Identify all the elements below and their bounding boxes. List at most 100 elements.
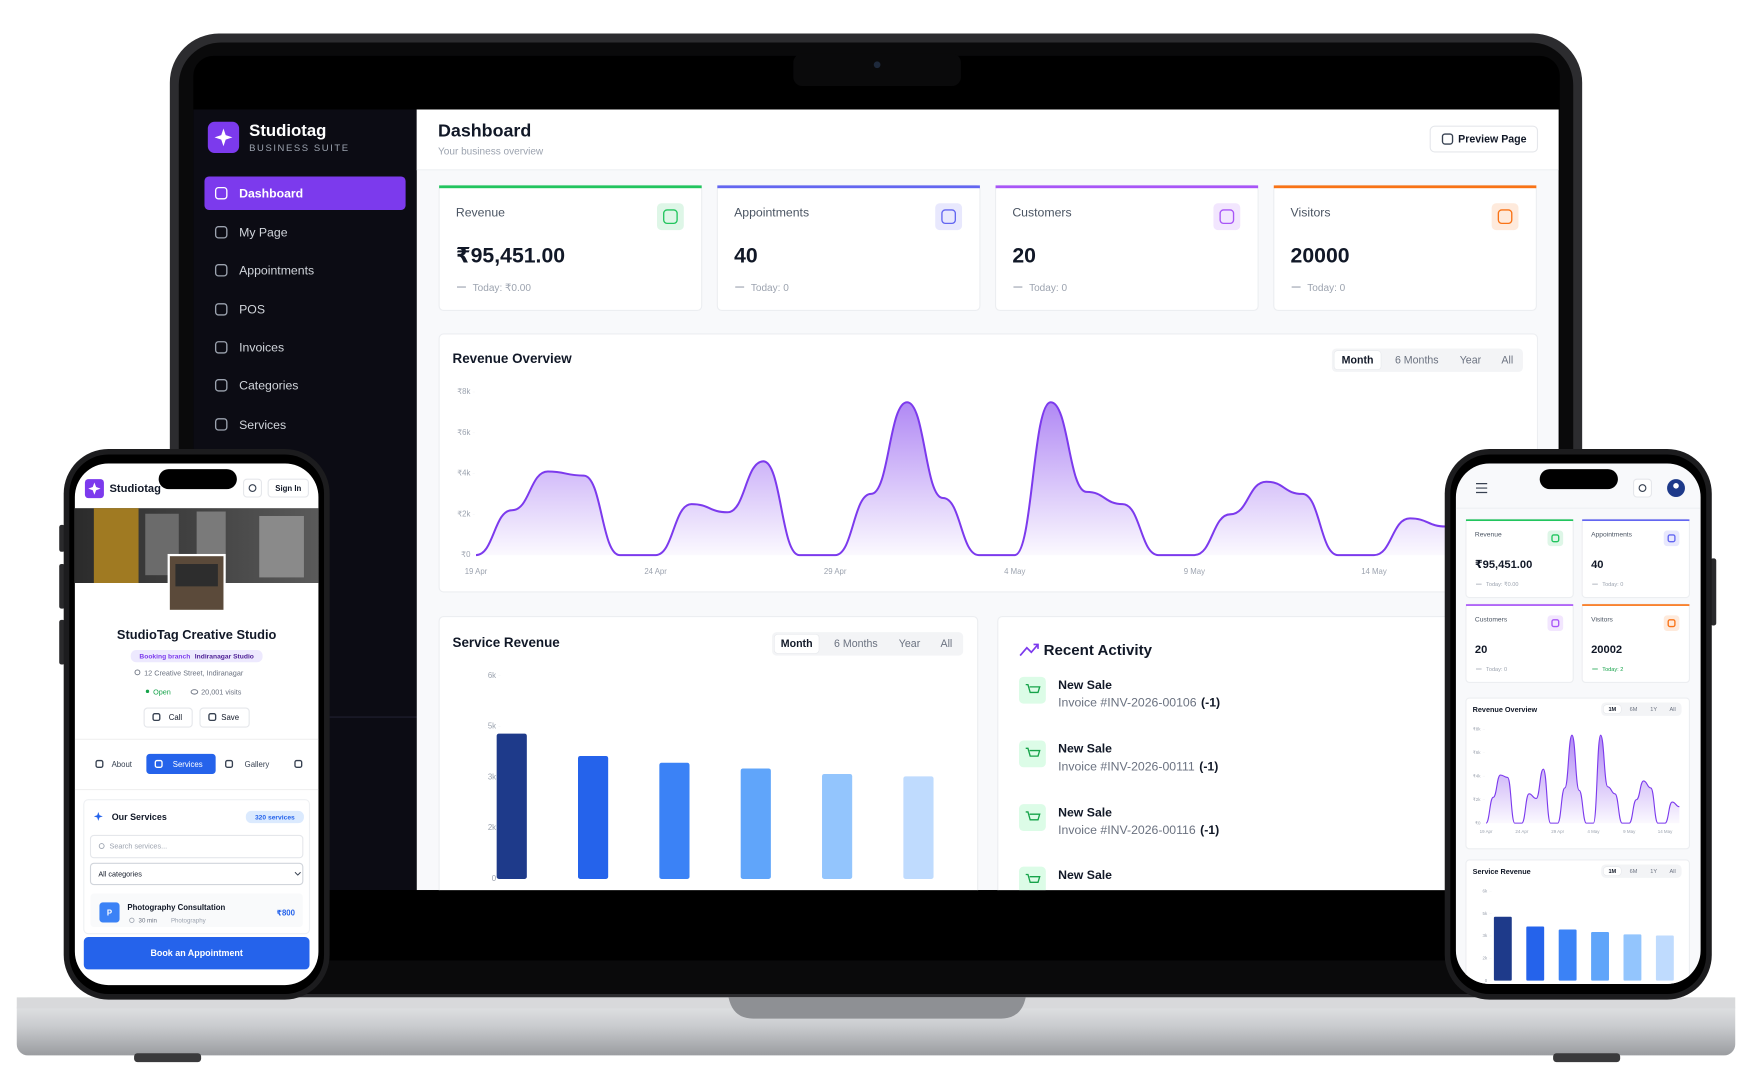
avatar-initial: P xyxy=(107,909,112,918)
chart-title: Revenue Overview xyxy=(1473,705,1538,714)
bar xyxy=(822,773,853,879)
range-option[interactable]: 1Y xyxy=(1650,869,1657,875)
category-select[interactable] xyxy=(89,862,304,886)
range-option[interactable]: All xyxy=(1670,869,1676,875)
icon xyxy=(214,186,228,200)
range-option[interactable]: Month xyxy=(781,638,813,650)
icon xyxy=(941,209,957,225)
area-fill xyxy=(1486,735,1680,824)
activity-title: New Sale xyxy=(1058,868,1112,882)
range-option[interactable]: All xyxy=(1670,707,1676,713)
stat-accent xyxy=(439,185,702,189)
range-option[interactable]: Year xyxy=(899,638,921,650)
icon xyxy=(214,226,228,239)
range-option[interactable]: 1Y xyxy=(1650,707,1657,713)
nav-item[interactable]: Services xyxy=(239,418,286,432)
theme-button[interactable] xyxy=(1633,478,1652,498)
stat-label: Revenue xyxy=(1475,532,1502,539)
range-option[interactable]: 6M xyxy=(1630,707,1638,713)
nav-item[interactable]: POS xyxy=(239,303,265,317)
bar xyxy=(496,733,527,879)
range-option[interactable]: All xyxy=(1501,355,1513,367)
stat-today: Today: 0 xyxy=(1486,667,1507,673)
avatar-head xyxy=(1673,483,1679,489)
activity-icon xyxy=(1019,740,1046,768)
y-tick-label: ₹2k xyxy=(457,509,470,518)
nav-item[interactable]: My Page xyxy=(239,226,288,240)
activity-detail: Invoice #INV-2026-00111 (-1) xyxy=(1058,760,1218,774)
range-toggle xyxy=(1601,702,1682,716)
action-button[interactable] xyxy=(199,707,250,728)
quantity: (-1) xyxy=(1201,696,1220,710)
bar xyxy=(740,768,771,879)
header xyxy=(416,109,1559,170)
tab[interactable]: Services xyxy=(173,760,203,769)
range-option[interactable]: 6M xyxy=(1630,869,1638,875)
bar xyxy=(1493,916,1512,981)
nav-item[interactable]: Invoices xyxy=(239,341,284,355)
action-button[interactable] xyxy=(143,707,193,728)
x-tick-label: 29 Apr xyxy=(824,567,847,576)
branch-text: Booking branch Indiranagar Studio xyxy=(139,653,253,660)
y-tick-label: 2k xyxy=(488,823,496,832)
range-option[interactable]: 1M xyxy=(1608,869,1616,875)
icon xyxy=(214,418,228,431)
service-duration: 30 min xyxy=(139,917,158,924)
activity-icon xyxy=(1019,676,1046,704)
icon xyxy=(1497,209,1513,225)
select-value: All categories xyxy=(98,869,142,878)
icon xyxy=(214,379,228,392)
count: 320 services xyxy=(255,814,295,821)
icon xyxy=(225,759,234,768)
area-fill xyxy=(475,402,1446,556)
y-tick-label: ₹0 xyxy=(461,550,471,559)
theme-button[interactable] xyxy=(243,478,263,498)
x-tick-label: 14 May xyxy=(1658,829,1673,834)
icon xyxy=(663,209,678,225)
cta-button[interactable] xyxy=(83,937,310,970)
y-tick-label: ₹8k xyxy=(457,387,470,396)
nav-item[interactable]: Categories xyxy=(239,379,298,393)
range-option[interactable]: 6 Months xyxy=(1395,355,1439,367)
nav-item[interactable]: Appointments xyxy=(239,264,314,278)
icon xyxy=(1219,209,1235,225)
range-option[interactable]: 1M xyxy=(1608,707,1616,713)
service-row[interactable] xyxy=(90,893,303,927)
activity-title: New Sale xyxy=(1058,742,1112,756)
range-active xyxy=(1333,350,1382,370)
button-label: Sign In xyxy=(275,484,301,493)
stat-accent xyxy=(995,185,1259,189)
range-option[interactable]: Year xyxy=(1460,355,1482,367)
icon xyxy=(152,713,161,722)
range-option[interactable]: All xyxy=(940,638,952,650)
moon xyxy=(1638,484,1647,492)
laptop-screen: Studiotag BUSINESS SUITE Dashboard My Page A… xyxy=(193,109,1559,891)
stat-card xyxy=(1581,518,1690,599)
cart-icon xyxy=(1025,747,1041,757)
range-toggle xyxy=(772,632,964,656)
y-tick-label: 5k xyxy=(1482,911,1487,916)
stat-today: Today: ₹0.00 xyxy=(473,283,532,294)
nav-item[interactable]: Dashboard xyxy=(239,187,303,201)
stat-icon xyxy=(1213,203,1241,231)
bar xyxy=(659,762,690,879)
search-input[interactable] xyxy=(89,834,304,859)
thumbnail-detail xyxy=(175,564,218,587)
preview-button[interactable] xyxy=(1429,125,1539,153)
stat-label: Customers xyxy=(1012,206,1071,220)
stat-today: Today: 2 xyxy=(1602,667,1623,673)
page-title: Dashboard xyxy=(438,121,531,141)
icon xyxy=(1667,534,1676,543)
tab[interactable]: Gallery xyxy=(245,760,270,769)
icon xyxy=(214,303,228,316)
hero-curtain xyxy=(93,508,139,583)
icon xyxy=(154,759,163,768)
range-option[interactable]: Month xyxy=(1342,355,1374,367)
sign-in-button[interactable] xyxy=(267,478,309,498)
tab[interactable]: About xyxy=(112,760,133,769)
x-tick-label: 29 Apr xyxy=(1551,829,1564,834)
bar xyxy=(1655,935,1674,981)
stat-today: Today: ₹0.00 xyxy=(1486,581,1518,588)
range-option[interactable]: 6 Months xyxy=(834,638,878,650)
